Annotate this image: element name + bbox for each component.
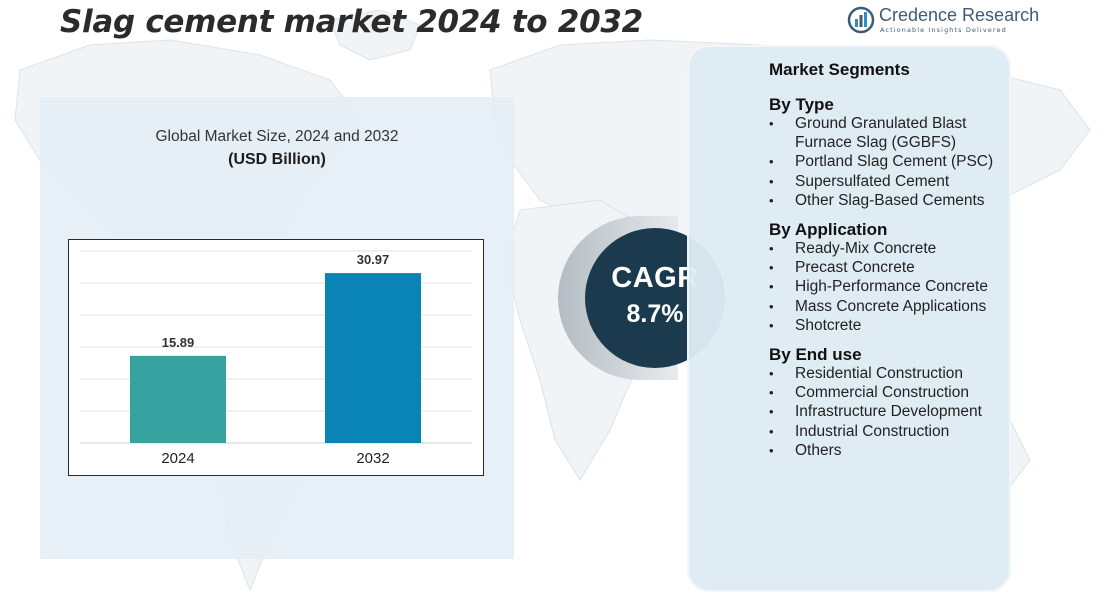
- segment-item: Ready-Mix Concrete: [769, 239, 1019, 258]
- segments-title: Market Segments: [769, 60, 910, 79]
- bar-chart: 15.89 2024 30.97 2032: [68, 239, 484, 476]
- segment-item: Infrastructure Development: [769, 402, 1019, 421]
- page-title: Slag cement market 2024 to 2032: [60, 4, 643, 40]
- logo-tagline: Actionable Insights Delivered: [880, 26, 1007, 34]
- segment-item: Residential Construction: [769, 364, 1019, 383]
- segment-item: High-Performance Concrete: [769, 277, 1019, 296]
- segment-item: Portland Slag Cement (PSC): [769, 152, 1019, 171]
- credence-research-logo: Credence Research Actionable Insights De…: [847, 4, 1047, 38]
- chart-unit-label: (USD Billion): [228, 151, 326, 168]
- segment-group-type: By Type Ground Granulated Blast Furnace …: [769, 95, 1019, 210]
- segment-item: Shotcrete: [769, 316, 1019, 335]
- segment-item: Precast Concrete: [769, 258, 1019, 277]
- segment-group-title: By End use: [769, 345, 862, 365]
- segment-item: Supersulfated Cement: [769, 172, 1019, 191]
- bar-2024: [130, 355, 226, 443]
- segment-item: Others: [769, 441, 1019, 460]
- logo-icon: [847, 6, 875, 34]
- chart-title: Global Market Size, 2024 and 2032: [155, 128, 399, 145]
- chart-labels: 15.89 2024 30.97 2032: [161, 252, 389, 467]
- cagr-label: CAGR: [611, 262, 699, 294]
- data-label-2024: 15.89: [162, 335, 195, 350]
- segment-item: Mass Concrete Applications: [769, 297, 1019, 316]
- segment-group-title: By Type: [769, 95, 834, 114]
- data-label-2032: 30.97: [357, 252, 390, 267]
- category-label-2024: 2024: [161, 450, 194, 467]
- segment-item: Commercial Construction: [769, 383, 1019, 402]
- logo-name: Credence Research: [879, 5, 1040, 25]
- segment-item: Other Slag-Based Cements: [769, 191, 1019, 210]
- segment-item: Ground Granulated Blast Furnace Slag (GG…: [769, 114, 1019, 152]
- segment-group-application: By Application Ready-Mix Concrete Precas…: [769, 220, 1019, 335]
- segment-group-title: By Application: [769, 220, 888, 240]
- category-label-2032: 2032: [356, 450, 389, 467]
- segment-group-end-use: By End use Residential Construction Comm…: [769, 345, 1019, 460]
- segments-list: Market Segments By Type Ground Granulate…: [769, 60, 1019, 470]
- bar-2032: [325, 273, 421, 443]
- cagr-value: 8.7%: [626, 300, 684, 328]
- segment-item: Industrial Construction: [769, 422, 1019, 441]
- chart-bars: [130, 273, 421, 443]
